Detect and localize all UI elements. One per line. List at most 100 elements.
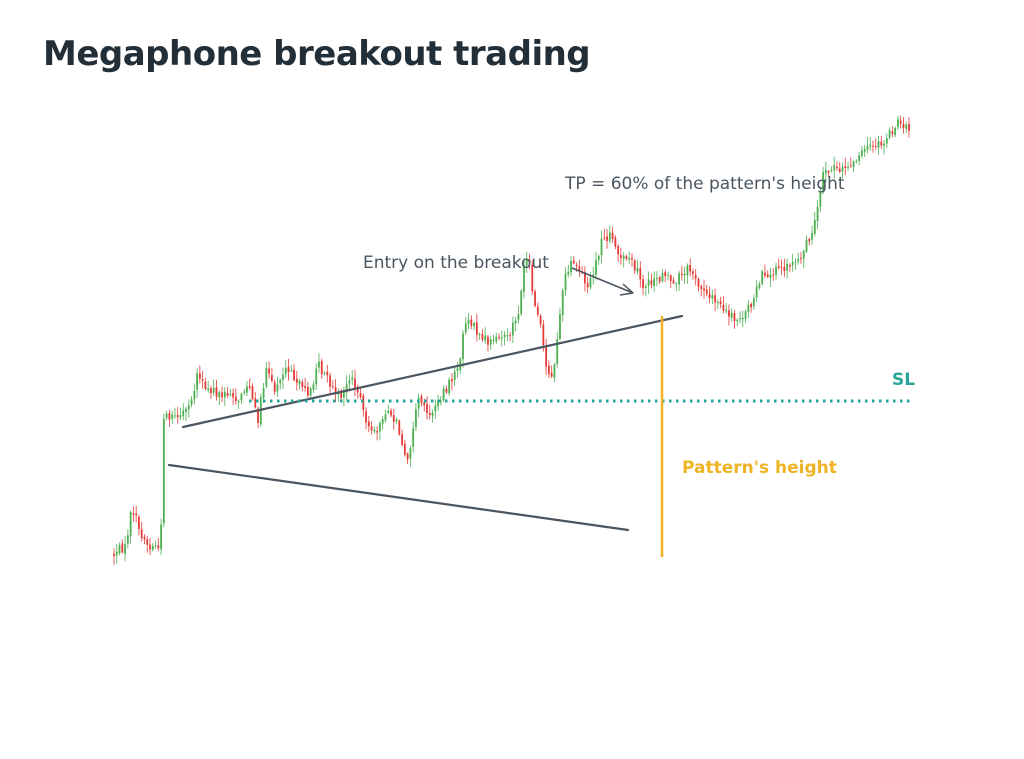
candle	[680, 265, 683, 281]
candle	[240, 392, 243, 405]
candle	[315, 363, 318, 390]
candle	[672, 277, 675, 285]
candle	[625, 254, 628, 261]
candle	[816, 199, 819, 230]
candle	[877, 135, 880, 155]
candle	[739, 311, 741, 324]
candle	[126, 529, 129, 549]
candle	[495, 332, 498, 344]
candle	[794, 258, 797, 270]
candle	[113, 548, 115, 565]
candle	[733, 309, 736, 329]
candle	[367, 416, 370, 433]
candle	[885, 133, 888, 149]
candle	[667, 271, 669, 281]
candle	[287, 358, 290, 381]
candle	[298, 378, 301, 390]
candle	[312, 380, 315, 394]
candle	[198, 365, 201, 384]
candle	[800, 251, 802, 264]
candle	[212, 379, 215, 396]
candle	[692, 268, 694, 280]
candle	[703, 279, 705, 299]
candle	[143, 534, 146, 545]
entry-arrow	[571, 267, 634, 296]
candle	[511, 316, 514, 343]
candle	[559, 308, 561, 341]
upper-trendline	[181, 314, 684, 429]
candle	[182, 403, 185, 421]
candle	[905, 121, 908, 134]
candle	[340, 388, 343, 400]
candle	[431, 409, 434, 423]
candle	[644, 283, 647, 297]
candle	[664, 269, 667, 282]
candle	[373, 426, 376, 434]
candle	[791, 253, 794, 272]
candle	[384, 409, 387, 423]
candle	[899, 115, 902, 129]
candle	[215, 379, 218, 401]
candle	[714, 288, 716, 312]
candle	[345, 375, 348, 402]
candle	[135, 505, 138, 523]
candle	[334, 379, 337, 403]
candle	[426, 396, 428, 420]
candle	[359, 387, 362, 400]
candle	[268, 361, 271, 379]
candle	[872, 140, 874, 153]
candle	[138, 514, 140, 536]
candle	[669, 274, 672, 289]
candle	[412, 421, 415, 453]
candle	[758, 281, 761, 290]
candle	[908, 117, 910, 138]
candle	[902, 117, 905, 134]
candle	[226, 386, 229, 398]
candle	[273, 379, 276, 395]
candle	[880, 135, 883, 150]
candle	[874, 138, 877, 150]
stop-loss-label: SL	[892, 370, 915, 390]
candle	[550, 365, 553, 378]
candle	[525, 251, 528, 273]
candle	[176, 407, 179, 424]
candle	[775, 262, 777, 280]
candle	[536, 302, 539, 318]
candle	[595, 251, 597, 280]
pattern-height-label: Pattern's height	[682, 458, 837, 478]
candle	[492, 334, 495, 345]
candle	[470, 315, 473, 330]
candle	[578, 259, 581, 278]
candle	[251, 383, 254, 401]
candle	[780, 259, 783, 276]
candle	[805, 235, 808, 254]
candle	[506, 328, 509, 342]
candle	[326, 364, 329, 383]
candle	[478, 332, 481, 340]
candle	[456, 361, 459, 378]
candle	[154, 540, 157, 550]
candle	[636, 259, 639, 275]
candle	[656, 271, 658, 287]
candle	[370, 421, 373, 435]
candle	[788, 263, 791, 272]
candle	[736, 318, 739, 327]
candle	[509, 331, 512, 342]
candle	[354, 369, 356, 397]
candle	[179, 407, 182, 421]
candle	[232, 388, 235, 406]
candle	[564, 267, 567, 296]
entry-annotation: Entry on the breakout	[363, 253, 549, 273]
candle	[777, 258, 780, 270]
candle	[847, 161, 849, 171]
candle	[833, 156, 836, 179]
candle	[151, 543, 154, 552]
candle	[234, 388, 237, 405]
candle	[883, 140, 885, 155]
candle	[827, 170, 830, 178]
candle	[157, 538, 160, 551]
candle	[282, 367, 284, 389]
candle	[284, 360, 287, 378]
candle	[766, 270, 769, 279]
candle	[162, 413, 165, 528]
